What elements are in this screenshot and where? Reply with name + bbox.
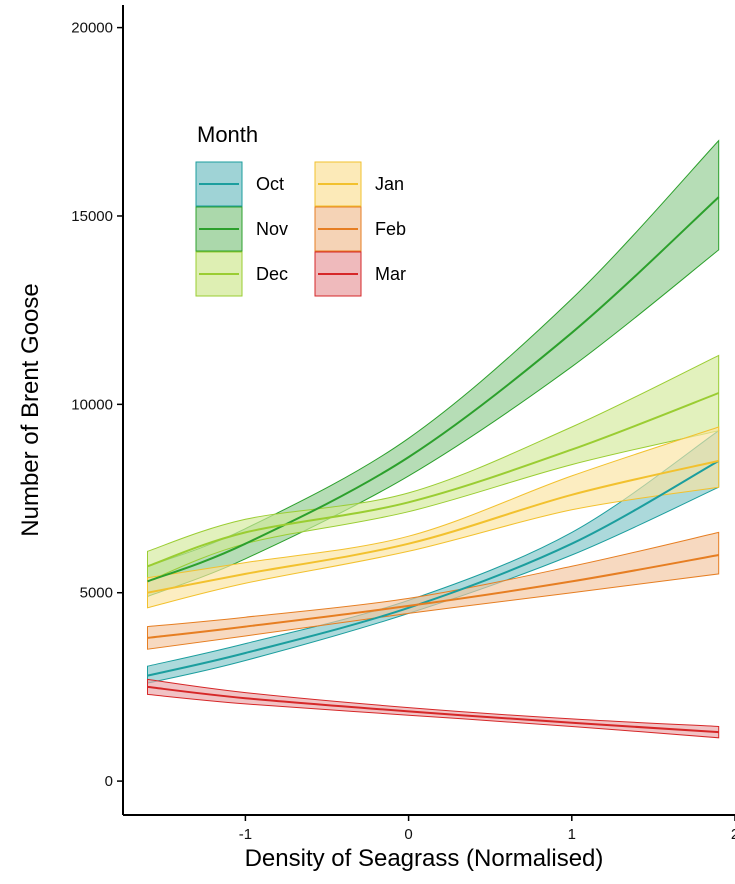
legend-label-nov: Nov [256,219,288,239]
y-tick-label: 0 [105,773,113,790]
legend: Month Oct Nov Dec Jan Feb Mar [195,122,406,297]
x-axis-ticks: -1 0 1 2 [239,815,735,843]
band-feb [147,531,720,650]
line-nov [147,196,720,583]
y-axis-ticks: 0 5000 10000 15000 20000 [71,20,123,790]
x-tick-label: 0 [404,826,412,843]
legend-title: Month [197,122,258,147]
line-jan [147,459,719,594]
y-tick-label: 15000 [71,208,113,225]
x-tick-label: -1 [239,826,252,843]
series-lines [147,196,720,734]
legend-label-mar: Mar [375,264,406,284]
x-tick-label: 1 [568,826,576,843]
line-dec [147,392,720,568]
y-tick-label: 20000 [71,20,113,37]
line-mar [147,685,719,734]
legend-label-feb: Feb [375,219,406,239]
line-oct [147,460,720,677]
y-tick-label: 10000 [71,396,113,413]
y-tick-label: 5000 [80,585,113,602]
legend-label-oct: Oct [256,174,284,194]
legend-label-jan: Jan [375,174,404,194]
legend-label-dec: Dec [256,264,288,284]
band-mar [147,678,720,739]
y-axis-title: Number of Brent Goose [17,283,44,536]
line-feb [147,554,719,639]
axes [122,5,735,816]
x-tick-label: 2 [731,826,735,843]
x-axis-title: Density of Seagrass (Normalised) [245,845,604,872]
band-jan [147,426,720,609]
